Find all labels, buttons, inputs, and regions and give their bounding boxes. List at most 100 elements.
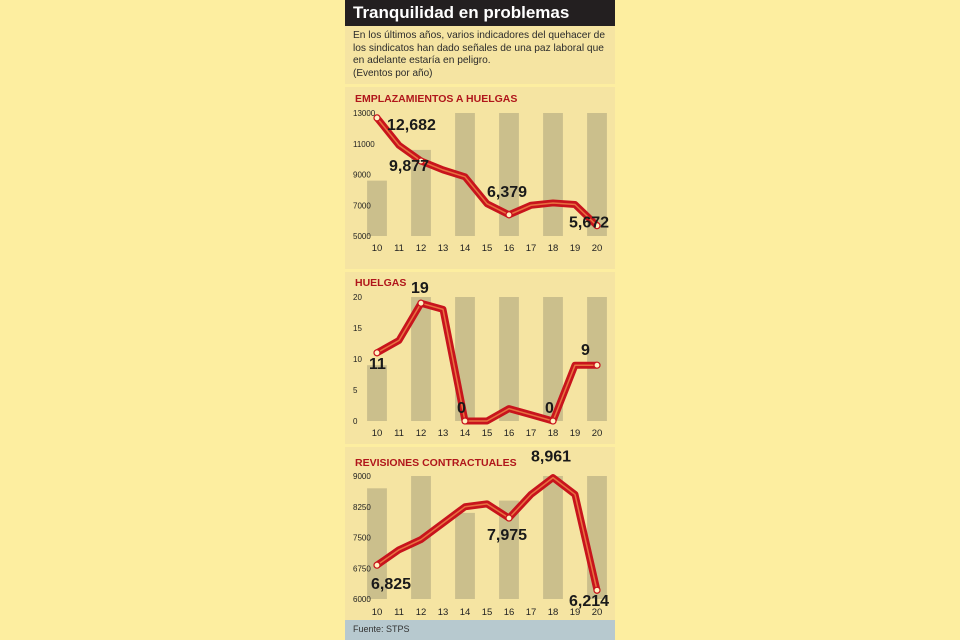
- infographic-panel: Tranquilidad en problemas En los últimos…: [345, 0, 615, 640]
- x-tick-label: 19: [570, 243, 581, 254]
- title-bar: Tranquilidad en problemas: [345, 0, 615, 26]
- x-tick-label: 13: [438, 428, 449, 439]
- data-point: [373, 114, 381, 122]
- units-note: (Eventos por año): [353, 68, 433, 79]
- x-tick-label: 16: [504, 428, 515, 439]
- data-label: 11: [369, 356, 386, 373]
- x-tick-label: 12: [416, 428, 427, 439]
- intro-text: En los últimos años, varios indicadores …: [353, 30, 606, 66]
- y-tick-label: 6000: [353, 595, 371, 604]
- section-divider: [345, 84, 615, 87]
- data-point: [461, 417, 469, 425]
- section-divider: [345, 269, 615, 272]
- x-tick-label: 10: [372, 607, 383, 618]
- data-point: [373, 561, 381, 569]
- y-tick-label: 6750: [353, 564, 371, 573]
- x-tick-label: 11: [394, 428, 404, 439]
- x-tick-label: 17: [526, 607, 537, 618]
- y-tick-label: 20: [353, 293, 362, 302]
- chart-title: REVISIONES CONTRACTUALES: [355, 457, 517, 469]
- column-band: [499, 297, 519, 421]
- column-band: [367, 365, 387, 421]
- data-point: [417, 299, 425, 307]
- x-tick-label: 10: [372, 243, 383, 254]
- column-band: [455, 512, 475, 599]
- series-line-highlight: [376, 476, 598, 591]
- column-band: [543, 476, 563, 599]
- data-label: 6,214: [569, 593, 609, 610]
- data-label: 6,825: [371, 576, 411, 593]
- x-tick-label: 18: [548, 243, 559, 254]
- x-tick-label: 15: [482, 428, 493, 439]
- series-line-highlight: [376, 302, 598, 422]
- y-tick-label: 9000: [353, 171, 371, 180]
- x-tick-label: 10: [372, 428, 383, 439]
- chart-title: EMPLAZAMIENTOS A HUELGAS: [355, 93, 517, 105]
- column-band: [587, 113, 607, 236]
- y-tick-label: 15: [353, 324, 362, 333]
- x-tick-label: 15: [482, 243, 493, 254]
- x-tick-label: 12: [416, 243, 427, 254]
- y-tick-label: 5000: [353, 232, 371, 241]
- chart-title: HUELGAS: [355, 277, 406, 289]
- x-tick-label: 13: [438, 243, 449, 254]
- data-label: 9,877: [389, 158, 429, 175]
- x-tick-label: 15: [482, 607, 493, 618]
- data-point: [373, 349, 381, 357]
- x-tick-label: 12: [416, 607, 427, 618]
- y-tick-label: 7500: [353, 534, 371, 543]
- data-point: [505, 211, 513, 219]
- column-band: [367, 180, 387, 236]
- section-divider: [345, 444, 615, 447]
- y-tick-label: 7000: [353, 201, 371, 210]
- data-point: [505, 514, 513, 522]
- column-band: [543, 113, 563, 236]
- x-tick-label: 11: [394, 607, 404, 618]
- x-tick-label: 17: [526, 428, 537, 439]
- data-point: [593, 222, 601, 230]
- x-tick-label: 18: [548, 428, 559, 439]
- x-tick-label: 11: [394, 243, 404, 254]
- column-band: [411, 297, 431, 421]
- x-tick-label: 14: [460, 243, 471, 254]
- x-tick-label: 19: [570, 428, 581, 439]
- data-label: 8,961: [531, 449, 571, 466]
- data-point: [549, 417, 557, 425]
- data-label: 9: [581, 342, 590, 359]
- column-band: [411, 149, 431, 236]
- data-label: 19: [411, 280, 429, 297]
- x-tick-label: 14: [460, 607, 471, 618]
- data-label: 12,682: [387, 117, 436, 134]
- y-tick-label: 5: [353, 386, 358, 395]
- source-bar: Fuente: STPS: [345, 620, 615, 640]
- y-tick-label: 10: [353, 355, 362, 364]
- x-tick-label: 16: [504, 243, 515, 254]
- data-label: 7,975: [487, 527, 527, 544]
- data-label: 6,379: [487, 184, 527, 201]
- data-label: 5,672: [569, 215, 609, 232]
- charts-svg: EMPLAZAMIENTOS A HUELGAS5000700090001100…: [353, 93, 609, 618]
- column-band: [499, 500, 519, 599]
- x-tick-label: 20: [592, 243, 603, 254]
- y-tick-label: 11000: [353, 140, 375, 149]
- x-tick-label: 17: [526, 243, 537, 254]
- x-tick-label: 16: [504, 607, 515, 618]
- column-band: [367, 488, 387, 599]
- y-tick-label: 9000: [353, 472, 371, 481]
- data-point: [593, 361, 601, 369]
- x-tick-label: 13: [438, 607, 449, 618]
- x-tick-label: 20: [592, 428, 603, 439]
- column-band: [543, 297, 563, 421]
- infographic-title: Tranquilidad en problemas: [353, 3, 570, 22]
- x-tick-label: 19: [570, 607, 581, 618]
- source-note: Fuente: STPS: [353, 624, 410, 634]
- data-label: 0: [457, 400, 466, 417]
- x-tick-label: 14: [460, 428, 471, 439]
- y-tick-label: 8250: [353, 503, 371, 512]
- y-tick-label: 0: [353, 417, 358, 426]
- data-point: [417, 157, 425, 165]
- y-tick-label: 13000: [353, 109, 376, 118]
- x-tick-label: 20: [592, 607, 603, 618]
- x-tick-label: 18: [548, 607, 559, 618]
- series-line-highlight: [376, 117, 598, 227]
